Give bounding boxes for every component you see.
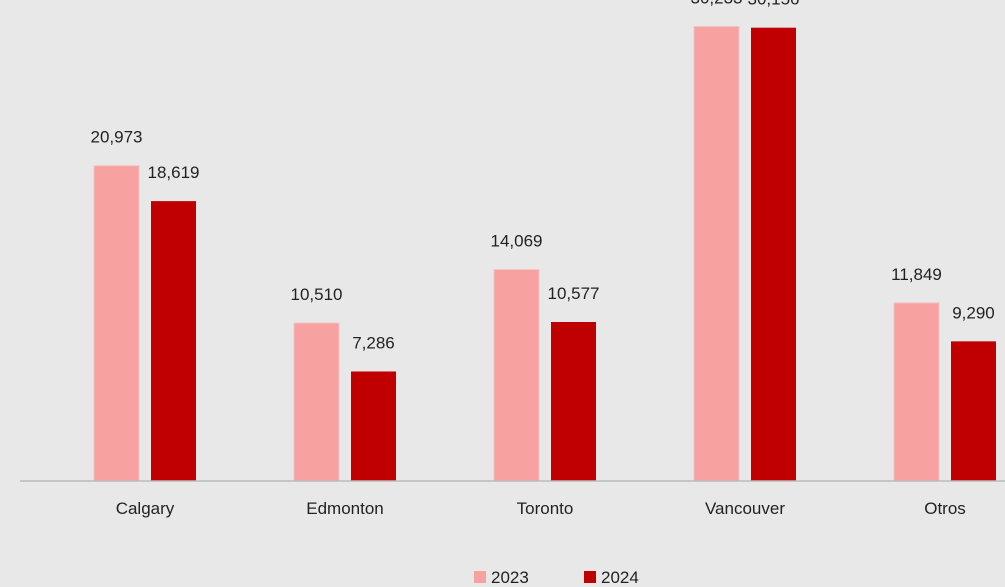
x-tick-labels: Calgary Edmonton Toronto Vancouver Otros	[116, 499, 966, 518]
bar-vancouver-2023	[693, 26, 740, 482]
bar-calgary-2024	[151, 201, 196, 481]
bar-toronto-2024	[551, 322, 596, 481]
bar-otros-2024	[951, 341, 996, 481]
bar-edmonton-2024	[351, 371, 396, 481]
data-label-vancouver-2023: 30,233	[691, 0, 743, 8]
data-label-toronto-2023: 14,069	[491, 232, 543, 251]
x-tick-otros: Otros	[924, 499, 966, 518]
data-label-calgary-2024: 18,619	[148, 163, 200, 182]
legend-swatch-2023	[474, 571, 486, 583]
data-label-calgary-2023: 20,973	[91, 128, 143, 147]
legend-swatch-2024	[584, 571, 596, 583]
data-label-otros-2024: 9,290	[952, 303, 995, 322]
bar-edmonton-2023	[293, 322, 340, 482]
bar-calgary-2023	[93, 165, 140, 482]
legend-label-2023: 2023	[491, 568, 529, 587]
bars-group	[93, 26, 996, 482]
bar-otros-2023	[893, 302, 940, 482]
data-label-edmonton-2024: 7,286	[352, 333, 395, 352]
data-label-vancouver-2024: 30,156	[748, 0, 800, 9]
bar-toronto-2023	[493, 269, 540, 482]
data-labels-group: 20,973 18,619 10,510 7,286 14,069 10,577 30,23…	[91, 0, 995, 352]
bar-vancouver-2024	[751, 27, 796, 481]
data-label-toronto-2024: 10,577	[548, 284, 600, 303]
x-tick-calgary: Calgary	[116, 499, 175, 518]
legend: 2023 2024	[474, 568, 639, 587]
x-tick-toronto: Toronto	[517, 499, 574, 518]
x-tick-vancouver: Vancouver	[705, 499, 785, 518]
x-tick-edmonton: Edmonton	[306, 499, 384, 518]
legend-label-2024: 2024	[601, 568, 639, 587]
data-label-otros-2023: 11,849	[891, 265, 942, 284]
data-label-edmonton-2023: 10,510	[291, 285, 343, 304]
